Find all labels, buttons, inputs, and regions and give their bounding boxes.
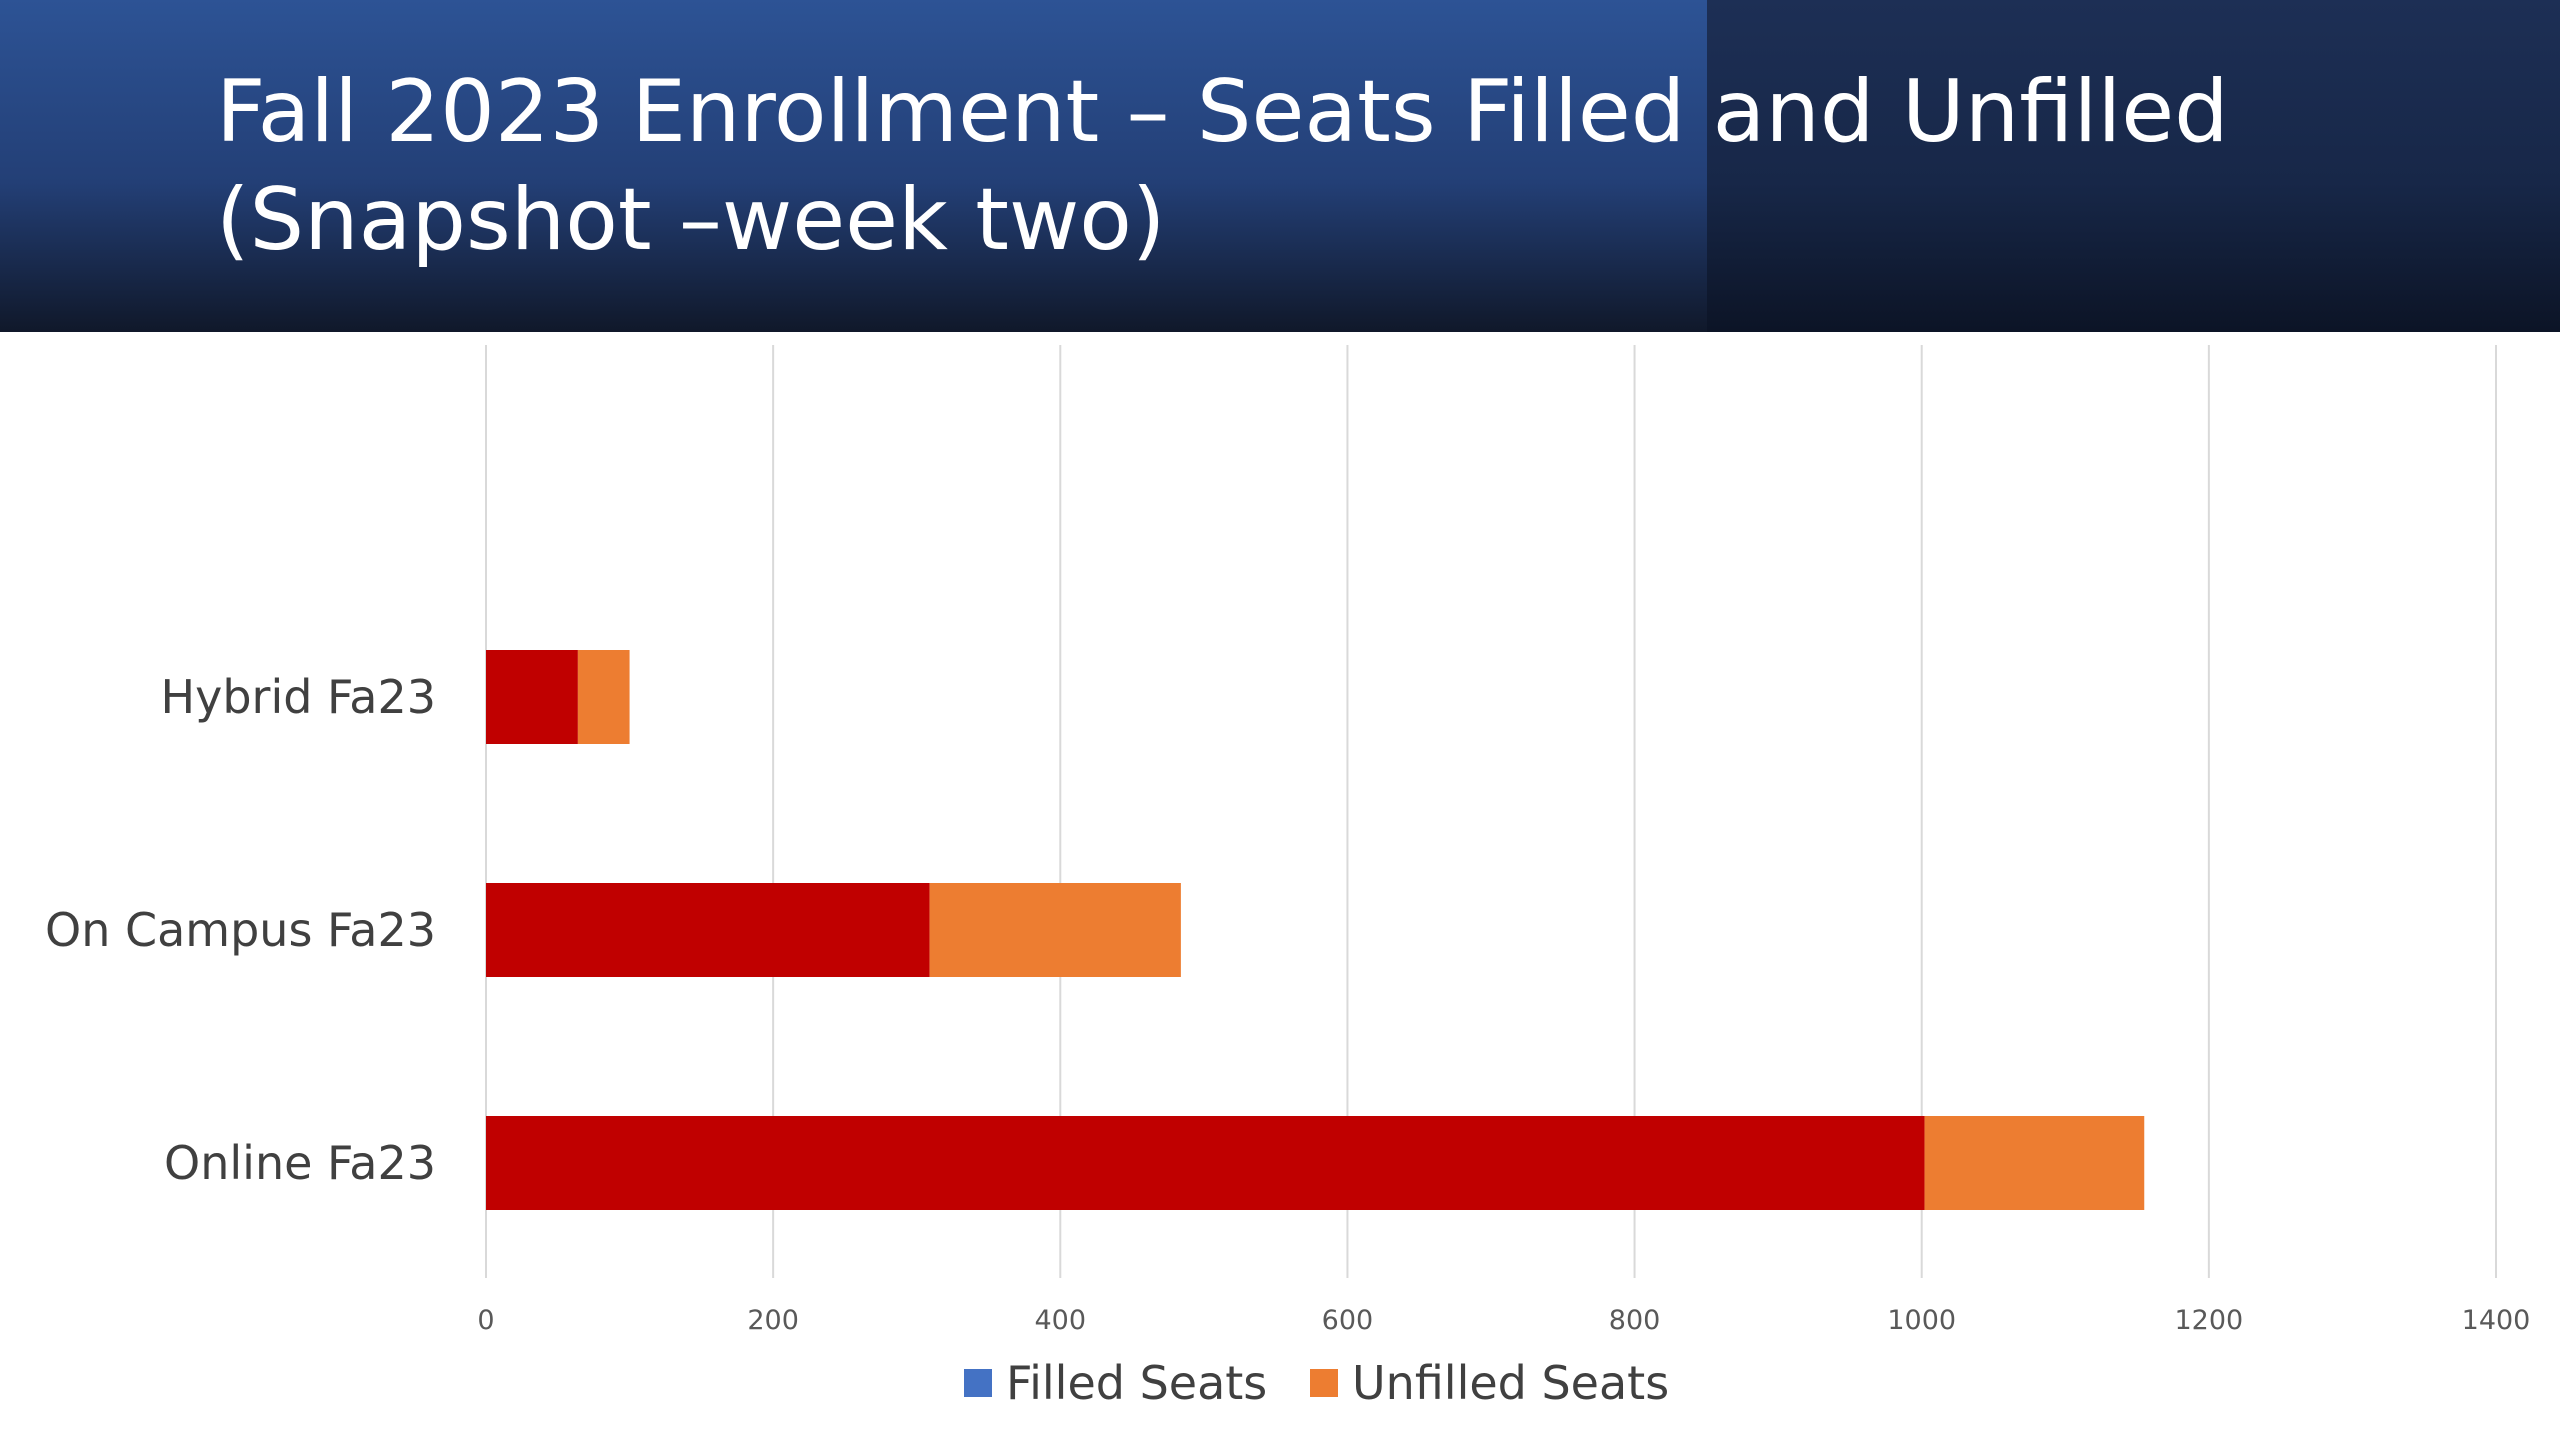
legend: Filled Seats Unfilled Seats xyxy=(964,1356,1669,1410)
gridlines xyxy=(485,345,2497,1278)
x-tick-label-1200: 1200 xyxy=(2174,1305,2243,1336)
legend-label-unfilled-seats: Unfilled Seats xyxy=(1352,1356,1669,1410)
category-axis: Online Fa23 On Campus Fa23 Hybrid Fa23 xyxy=(45,670,436,1190)
bar-on-campus-fa23-filled-seats xyxy=(486,883,930,977)
x-tick-label-0: 0 xyxy=(477,1305,494,1336)
x-tick-label-1400: 1400 xyxy=(2462,1305,2531,1336)
value-axis: 0 200 400 600 800 1000 1200 1400 xyxy=(477,1305,2530,1336)
category-label-hybrid-fa23: Hybrid Fa23 xyxy=(161,670,436,724)
legend-label-filled-seats: Filled Seats xyxy=(1006,1356,1267,1410)
x-tick-label-1000: 1000 xyxy=(1887,1305,1956,1336)
x-tick-label-200: 200 xyxy=(747,1305,799,1336)
category-label-online-fa23: Online Fa23 xyxy=(164,1136,436,1190)
category-label-on-campus-fa23: On Campus Fa23 xyxy=(45,903,436,957)
title-banner: Fall 2023 Enrollment – Seats Filled and … xyxy=(0,0,2560,332)
bar-on-campus-fa23-unfilled-seats xyxy=(929,883,1181,977)
legend-swatch-filled-seats xyxy=(964,1369,992,1397)
bar-online-fa23-filled-seats xyxy=(486,1116,1925,1210)
x-tick-label-800: 800 xyxy=(1609,1305,1661,1336)
bars xyxy=(486,650,2145,1210)
bar-hybrid-fa23-filled-seats xyxy=(486,650,578,744)
x-tick-label-600: 600 xyxy=(1322,1305,1374,1336)
bar-hybrid-fa23-unfilled-seats xyxy=(577,650,630,744)
title-banner-left-panel xyxy=(0,0,1707,332)
slide-title-line-2: (Snapshot –week two) xyxy=(216,170,1166,270)
title-banner-right-panel xyxy=(1707,0,2560,332)
bar-online-fa23-unfilled-seats xyxy=(1924,1116,2145,1210)
slide-title-line-1: Fall 2023 Enrollment – Seats Filled and … xyxy=(216,62,2229,162)
slide-title: Fall 2023 Enrollment – Seats Filled and … xyxy=(216,58,2416,274)
legend-swatch-unfilled-seats xyxy=(1310,1369,1338,1397)
x-tick-label-400: 400 xyxy=(1035,1305,1087,1336)
